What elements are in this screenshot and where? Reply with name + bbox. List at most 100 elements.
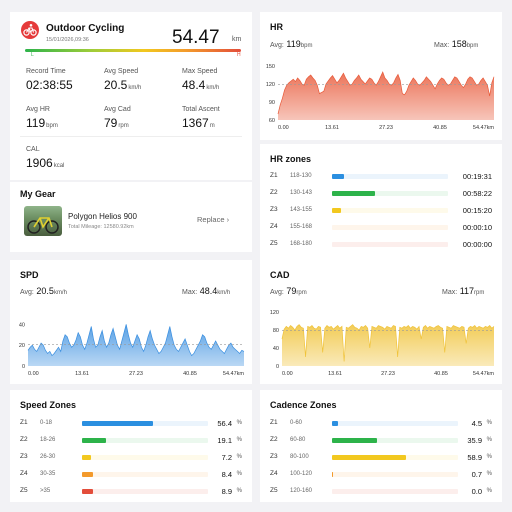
- zone-row: Z3 80-100 58.9%: [260, 453, 502, 469]
- zone-row: Z2 18-26 19.1%: [10, 436, 252, 452]
- zone-row: Z5 >35 8.9%: [10, 487, 252, 503]
- spd-avg: Avg: 20.5km/h: [20, 286, 67, 296]
- zone-name: Z4: [20, 470, 28, 477]
- zone-range: 0-18: [40, 419, 53, 426]
- zone-bar-fill: [82, 455, 92, 460]
- hr-max: Max: 158bpm: [434, 39, 479, 49]
- x-tick-label: 0.00: [282, 371, 293, 377]
- series-area: [28, 324, 244, 366]
- y-tick-label: 40: [273, 346, 279, 352]
- zone-bar-track: [82, 489, 208, 494]
- spd-card: SPD Avg: 20.5km/h Max: 48.4km/h 40 20 0 0.0…: [10, 260, 252, 384]
- x-tick-label: 54.47km: [473, 125, 495, 131]
- zone-bar-track: [82, 455, 208, 460]
- cadence-zones-card: Cadence Zones Z1 0-60 4.5% Z2 60-80 35.9% Z3 80…: [260, 390, 502, 502]
- zone-range: >35: [40, 487, 51, 494]
- cad-chart: 120 80 40 00.00 13.61 27.23 40.85 54.47km: [270, 310, 495, 377]
- zone-bar-fill: [332, 421, 338, 426]
- zone-bar-track: [332, 191, 448, 196]
- replace-button[interactable]: Replace ›: [197, 215, 230, 224]
- zone-bar-fill: [332, 191, 375, 196]
- cad-card: CAD Avg: 79rpm Max: 117rpm 120 80 40 0 0.00 1…: [260, 260, 502, 384]
- zone-bar-track: [332, 421, 458, 426]
- x-tick-label: 27.23: [129, 371, 143, 377]
- zone-value: 8.4: [221, 470, 232, 479]
- zone-unit: %: [486, 420, 492, 426]
- zone-range: 60-80: [290, 436, 306, 443]
- zone-row: Z4 30-35 8.4%: [10, 470, 252, 486]
- zone-name: Z4: [270, 470, 278, 477]
- spd-title: SPD: [20, 270, 39, 280]
- distance-value: 54.47: [172, 27, 220, 48]
- summary-card: Outdoor Cycling 15/01/2026,09:36 54.47 k…: [10, 12, 252, 180]
- stat-avg-speed-value: 20.5km/h: [104, 78, 142, 92]
- y-tick-label: 20: [19, 343, 25, 349]
- zone-bar-fill: [82, 472, 93, 477]
- series-line: [27, 324, 245, 357]
- zone-row: Z1 118-130 00:19:31: [260, 172, 502, 188]
- cadence-zones-title: Cadence Zones: [270, 400, 337, 410]
- zone-value: 56.4: [217, 419, 232, 428]
- zone-value: 0.0: [471, 487, 482, 496]
- gear-mileage: Total Mileage: 12580.92km: [68, 224, 134, 230]
- intensity-low-label: L: [31, 52, 34, 58]
- hr-card: HR Avg: 119bpm Max: 158bpm 150 120 90 60 0.0…: [260, 12, 502, 140]
- zone-row: Z2 60-80 35.9%: [260, 436, 502, 452]
- zone-bar-track: [82, 421, 208, 426]
- stat-avg-cad-label: Avg Cad: [104, 106, 131, 113]
- zone-name: Z2: [20, 436, 28, 443]
- zone-value: 58.9: [467, 453, 482, 462]
- hr-chart: 150 120 90 600.00 13.61 27.23 40.85 54.47km: [266, 64, 495, 131]
- zone-range: 155-168: [290, 223, 313, 230]
- zone-name: Z2: [270, 436, 278, 443]
- zone-unit: %: [236, 471, 242, 477]
- zone-value: 00:15:20: [462, 206, 492, 215]
- zone-value: 7.2: [221, 453, 232, 462]
- zone-value: 00:00:00: [462, 240, 492, 249]
- zone-range: 118-130: [290, 172, 312, 179]
- stat-avg-hr-label: Avg HR: [26, 106, 50, 113]
- hr-zones-title: HR zones: [270, 154, 312, 164]
- zone-range: 0-60: [290, 419, 303, 426]
- zone-name: Z2: [270, 189, 278, 196]
- zone-range: 100-120: [290, 470, 313, 477]
- speed-zones-title: Speed Zones: [20, 400, 77, 410]
- x-tick-label: 40.85: [434, 371, 448, 377]
- zone-row: Z1 0-18 56.4%: [10, 419, 252, 435]
- zone-range: 120-160: [290, 487, 313, 494]
- stat-avg-hr-value: 119bpm: [26, 116, 58, 130]
- zone-name: Z5: [270, 240, 278, 247]
- zone-value: 35.9: [467, 436, 482, 445]
- zone-name: Z1: [270, 172, 278, 179]
- gear-card: My Gear Polygon Helios 900 Total Mileage…: [10, 182, 252, 252]
- zone-row: Z5 120-160 0.0%: [260, 487, 502, 503]
- zone-range: 143-155: [290, 206, 313, 213]
- intensity-high-label: H: [237, 52, 241, 58]
- zone-unit: %: [486, 454, 492, 460]
- zone-unit: %: [236, 488, 242, 494]
- zone-range: 168-180: [290, 240, 313, 247]
- x-tick-label: 54.47km: [473, 371, 495, 377]
- zone-name: Z1: [20, 419, 28, 426]
- stat-avg-cad-value: 79rpm: [104, 116, 129, 130]
- zone-value: 0.7: [471, 470, 482, 479]
- series-line: [281, 324, 495, 362]
- zone-bar-track: [332, 225, 448, 230]
- cad-avg: Avg: 79rpm: [270, 286, 307, 296]
- x-tick-label: 40.85: [433, 125, 447, 131]
- zone-unit: %: [486, 488, 492, 494]
- zone-bar-fill: [82, 421, 154, 426]
- zone-unit: %: [236, 437, 242, 443]
- speed-zones-card: Speed Zones Z1 0-18 56.4% Z2 18-26 19.1% Z3 26-…: [10, 390, 252, 502]
- workout-title: Outdoor Cycling: [46, 23, 125, 34]
- x-tick-label: 40.85: [183, 371, 197, 377]
- zone-row: Z4 155-168 00:00:10: [260, 223, 502, 239]
- zone-unit: %: [486, 437, 492, 443]
- zone-name: Z5: [20, 487, 28, 494]
- zone-name: Z3: [20, 453, 28, 460]
- zone-unit: %: [236, 420, 242, 426]
- zone-unit: %: [236, 454, 242, 460]
- zone-bar-fill: [82, 438, 107, 443]
- zone-bar-fill: [332, 208, 342, 213]
- stat-total-ascent-label: Total Ascent: [182, 106, 220, 113]
